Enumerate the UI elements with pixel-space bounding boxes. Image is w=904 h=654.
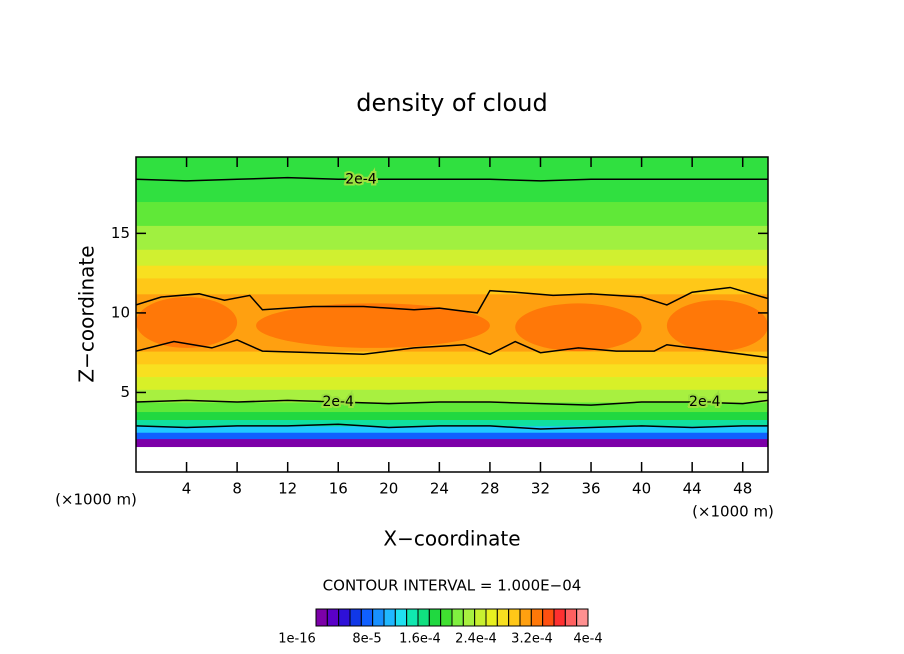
contour-line xyxy=(136,176,768,182)
contour-patch xyxy=(515,303,642,352)
colorbar-box xyxy=(530,608,544,627)
y-tick-label: 15 xyxy=(111,224,130,242)
x-tick-label: 16 xyxy=(329,480,348,498)
x-tick-label: 40 xyxy=(632,480,651,498)
x-unit-right: (×1000 m) xyxy=(692,503,774,521)
contour-patch xyxy=(666,300,768,352)
x-tick-label: 48 xyxy=(733,480,752,498)
colorbar-label: 1.6e-4 xyxy=(399,632,441,647)
colorbar-box xyxy=(326,608,340,627)
colorbar-box xyxy=(338,608,351,627)
colorbar-label: 1e-16 xyxy=(278,632,316,647)
colorbar-box xyxy=(349,608,362,627)
y-tick-label: 10 xyxy=(111,303,130,321)
contour-band xyxy=(136,201,768,226)
contour-label: 2e-4 xyxy=(689,394,721,410)
contour-interval: CONTOUR INTERVAL = 1.000E−04 xyxy=(323,577,582,595)
x-tick-label: 12 xyxy=(278,480,297,498)
y-axis-label: Z−coordinate xyxy=(75,245,99,382)
colorbar-box xyxy=(564,608,578,627)
colorbar-box xyxy=(406,608,419,627)
x-tick-label: 8 xyxy=(232,480,242,498)
contour-band xyxy=(136,249,768,266)
colorbar-box xyxy=(542,608,555,627)
colorbar-box xyxy=(360,608,374,627)
contour-band xyxy=(136,225,768,250)
contour-band xyxy=(136,265,768,279)
contour-patch xyxy=(136,297,238,348)
contour-line xyxy=(136,339,768,359)
colorbar-box xyxy=(428,608,442,627)
chart-title: density of cloud xyxy=(356,89,547,117)
contour-band xyxy=(136,389,768,403)
colorbar-label: 8e-5 xyxy=(352,632,381,647)
contour-line xyxy=(136,423,768,430)
contour-band xyxy=(136,432,768,440)
x-tick-label: 36 xyxy=(581,480,600,498)
colorbar-box xyxy=(553,608,566,627)
colorbar-box xyxy=(372,608,385,627)
contour-line xyxy=(136,399,768,406)
x-axis-label: X−coordinate xyxy=(383,527,520,551)
contour-band xyxy=(136,376,768,390)
colorbar-box xyxy=(394,608,408,627)
colorbar-label: 2.4e-4 xyxy=(455,632,497,647)
colorbar-label: 4e-4 xyxy=(573,632,602,647)
colorbar-box xyxy=(474,608,487,627)
contour-band xyxy=(136,277,768,295)
contour-band xyxy=(136,351,768,365)
colorbar-box xyxy=(485,608,498,627)
colorbar-label: 3.2e-4 xyxy=(511,632,553,647)
contour-band xyxy=(136,425,768,433)
contour-band xyxy=(136,363,768,378)
field: 2e-4 2e-4 2e-4 xyxy=(136,157,768,448)
x-tick-label: 44 xyxy=(683,480,702,498)
colorbar-box xyxy=(383,608,396,627)
contour-line xyxy=(136,286,768,314)
contour-band xyxy=(136,411,768,420)
x-tick-label: 32 xyxy=(531,480,550,498)
contour-band xyxy=(136,402,768,413)
contour-label: 2e-4 xyxy=(345,171,377,187)
y-tick-label: 5 xyxy=(120,383,130,401)
contour-patch xyxy=(256,303,490,348)
colorbar-box xyxy=(417,608,430,627)
colorbar-box xyxy=(462,608,476,627)
plot-frame xyxy=(135,156,769,473)
contour-band xyxy=(136,438,768,448)
colorbar-box xyxy=(576,608,589,627)
contour-band xyxy=(136,419,768,427)
x-tick-label: 24 xyxy=(430,480,449,498)
x-unit-left: (×1000 m) xyxy=(55,491,137,509)
colorbar-box xyxy=(440,608,453,627)
contour-label: 2e-4 xyxy=(322,394,354,410)
colorbar-box xyxy=(508,608,521,627)
x-tick-label: 20 xyxy=(379,480,398,498)
colorbar-box xyxy=(519,608,532,627)
colorbar-box xyxy=(451,608,464,627)
x-tick-label: 4 xyxy=(182,480,192,498)
colorbar-box xyxy=(315,608,328,627)
colorbar-box xyxy=(496,608,510,627)
x-tick-label: 28 xyxy=(480,480,499,498)
